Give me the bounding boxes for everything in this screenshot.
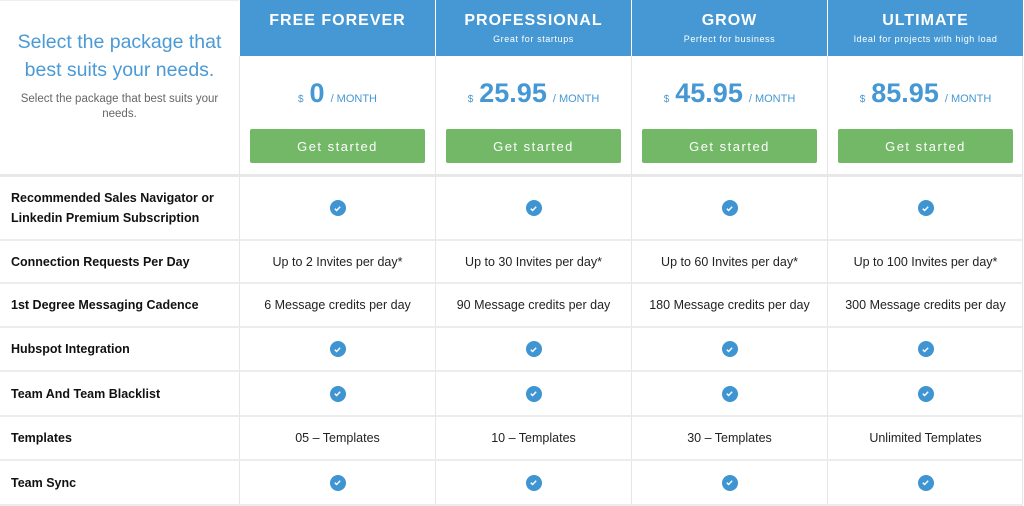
price-amount: 45.95	[675, 78, 743, 108]
get-started-button[interactable]: Get started	[250, 129, 425, 163]
check-circle-icon	[525, 385, 542, 402]
plan-price: $ 25.95 / MONTH	[436, 78, 631, 114]
check-circle-icon	[721, 474, 738, 491]
check-circle-icon	[525, 200, 542, 216]
feature-value: 6 Message credits per day	[239, 284, 435, 328]
feature-value	[827, 177, 1023, 241]
feature-value	[239, 461, 435, 506]
feature-label: Hubspot Integration	[0, 328, 239, 372]
price-amount: 25.95	[479, 78, 547, 108]
feature-value: 10 – Templates	[435, 417, 631, 461]
check-circle-icon	[917, 385, 934, 402]
check-circle-icon	[721, 341, 738, 357]
plan-header: FREE FOREVER	[239, 0, 435, 56]
check-circle-icon	[721, 385, 738, 402]
plan-header: GROW Perfect for business	[631, 0, 827, 56]
get-started-button[interactable]: Get started	[838, 129, 1013, 163]
feature-label: Connection Requests Per Day	[0, 241, 239, 284]
get-started-button[interactable]: Get started	[642, 129, 817, 163]
feature-label: 1st Degree Messaging Cadence	[0, 284, 239, 328]
plan-grow: GROW Perfect for business $ 45.95 / MONT…	[631, 0, 827, 177]
check-circle-icon	[525, 474, 542, 491]
feature-value: Unlimited Templates	[827, 417, 1023, 461]
feature-value: 300 Message credits per day	[827, 284, 1023, 328]
intro-title: Select the package that best suits your …	[17, 31, 222, 81]
feature-value: Up to 100 Invites per day*	[827, 241, 1023, 284]
plan-price: $ 85.95 / MONTH	[828, 78, 1023, 114]
check-circle-icon	[917, 341, 934, 357]
plan-free-forever: FREE FOREVER $ 0 / MONTH Get started	[239, 0, 435, 177]
check-circle-icon	[721, 200, 738, 216]
feature-value	[631, 177, 827, 241]
feature-value	[435, 461, 631, 506]
plan-header: ULTIMATE Ideal for projects with high lo…	[827, 0, 1023, 56]
check-circle-icon	[329, 341, 346, 357]
plan-name: PROFESSIONAL	[464, 12, 603, 29]
feature-value	[827, 372, 1023, 417]
feature-value	[239, 372, 435, 417]
plan-tagline: Perfect for business	[683, 34, 776, 44]
feature-value	[435, 328, 631, 372]
currency: $	[297, 94, 304, 105]
feature-value: 90 Message credits per day	[435, 284, 631, 328]
plan-price: $ 45.95 / MONTH	[632, 78, 827, 114]
check-circle-icon	[917, 200, 934, 216]
feature-value	[239, 328, 435, 372]
price-period: / MONTH	[552, 93, 600, 105]
intro-cell: Select the package that best suits your …	[0, 0, 239, 177]
plan-name: ULTIMATE	[882, 12, 969, 29]
plan-header: PROFESSIONAL Great for startups	[435, 0, 631, 56]
feature-label: Recommended Sales Navigator or Linkedin …	[0, 177, 239, 241]
feature-value	[239, 177, 435, 241]
feature-label: Team Sync	[0, 461, 239, 506]
feature-label: Team And Team Blacklist	[0, 372, 239, 417]
price-period: / MONTH	[944, 93, 992, 105]
feature-value	[631, 372, 827, 417]
feature-label: Templates	[0, 417, 239, 461]
feature-value	[435, 372, 631, 417]
plan-ultimate: ULTIMATE Ideal for projects with high lo…	[827, 0, 1023, 177]
plan-price: $ 0 / MONTH	[240, 78, 435, 114]
feature-value: 30 – Templates	[631, 417, 827, 461]
currency: $	[467, 94, 474, 105]
plan-tagline: Ideal for projects with high load	[853, 34, 998, 44]
price-period: / MONTH	[748, 93, 796, 105]
feature-value: 05 – Templates	[239, 417, 435, 461]
plan-tagline: Great for startups	[493, 34, 574, 44]
feature-value: Up to 30 Invites per day*	[435, 241, 631, 284]
feature-value: 180 Message credits per day	[631, 284, 827, 328]
feature-value	[827, 328, 1023, 372]
check-circle-icon	[329, 200, 346, 216]
feature-value	[631, 461, 827, 506]
feature-value: Up to 2 Invites per day*	[239, 241, 435, 284]
feature-value	[435, 177, 631, 241]
intro-subtitle: Select the package that best suits your …	[20, 93, 219, 120]
plan-name: FREE FOREVER	[269, 12, 406, 29]
currency: $	[859, 94, 866, 105]
currency: $	[663, 94, 670, 105]
price-amount: 85.95	[871, 78, 939, 108]
feature-value: Up to 60 Invites per day*	[631, 241, 827, 284]
check-circle-icon	[917, 474, 934, 491]
plan-name: GROW	[701, 12, 758, 29]
feature-value	[827, 461, 1023, 506]
feature-value	[631, 328, 827, 372]
check-circle-icon	[525, 341, 542, 357]
plan-professional: PROFESSIONAL Great for startups $ 25.95 …	[435, 0, 631, 177]
check-circle-icon	[329, 385, 346, 402]
get-started-button[interactable]: Get started	[446, 129, 621, 163]
check-circle-icon	[329, 474, 346, 491]
price-period: / MONTH	[330, 93, 378, 105]
price-amount: 0	[309, 78, 325, 108]
